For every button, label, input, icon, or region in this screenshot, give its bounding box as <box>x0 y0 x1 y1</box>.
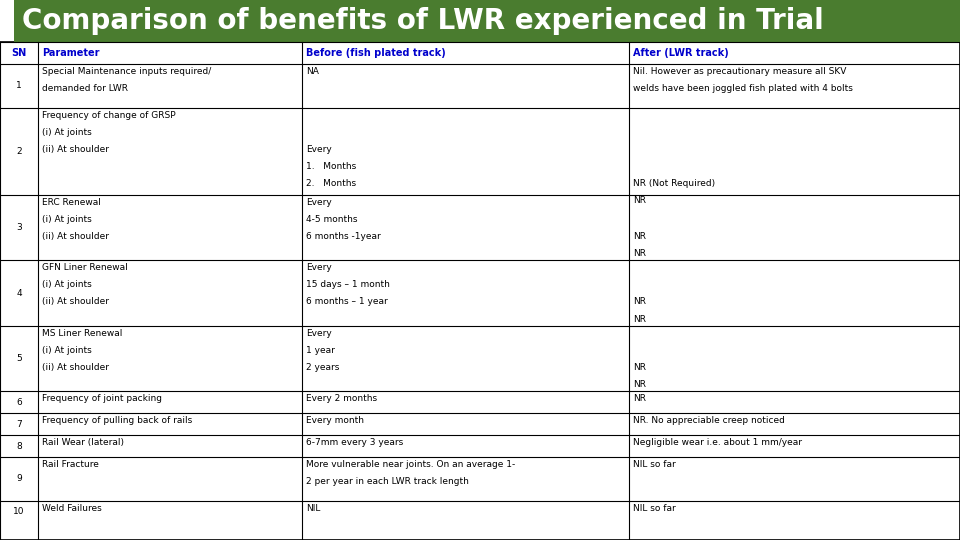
Text: Frequency of pulling back of rails: Frequency of pulling back of rails <box>42 416 193 426</box>
Text: 9: 9 <box>16 474 22 483</box>
Text: 4-5 months: 4-5 months <box>306 215 358 224</box>
Text: Every: Every <box>306 198 332 207</box>
Text: (i) At joints: (i) At joints <box>42 346 92 355</box>
Text: Parameter: Parameter <box>42 48 100 58</box>
Text: MS Liner Renewal: MS Liner Renewal <box>42 329 123 338</box>
Text: 2 years: 2 years <box>306 363 340 372</box>
Text: 2 per year in each LWR track length: 2 per year in each LWR track length <box>306 477 469 486</box>
Text: 6-7mm every 3 years: 6-7mm every 3 years <box>306 438 403 447</box>
Text: Special Maintenance inputs required/: Special Maintenance inputs required/ <box>42 67 211 76</box>
Text: demanded for LWR: demanded for LWR <box>42 84 129 93</box>
Text: Rail Wear (lateral): Rail Wear (lateral) <box>42 438 125 447</box>
Bar <box>14 0 960 42</box>
Text: NR: NR <box>633 395 646 403</box>
Text: NR (Not Required): NR (Not Required) <box>633 179 715 188</box>
Text: (ii) At shoulder: (ii) At shoulder <box>42 232 109 241</box>
Text: Negligible wear i.e. about 1 mm/year: Negligible wear i.e. about 1 mm/year <box>633 438 802 447</box>
Text: NIL so far: NIL so far <box>633 504 676 512</box>
Text: (i) At joints: (i) At joints <box>42 280 92 289</box>
Text: NA: NA <box>306 67 320 76</box>
Text: 1.   Months: 1. Months <box>306 161 357 171</box>
Text: NR: NR <box>633 314 646 323</box>
Text: NR: NR <box>633 195 646 205</box>
Text: NIL so far: NIL so far <box>633 460 676 469</box>
Text: NR: NR <box>633 298 646 307</box>
Text: 6: 6 <box>16 398 22 407</box>
Text: 2.   Months: 2. Months <box>306 179 356 188</box>
Text: 6 months -1year: 6 months -1year <box>306 232 381 241</box>
Text: Frequency of change of GRSP: Frequency of change of GRSP <box>42 111 176 119</box>
Text: 7: 7 <box>16 420 22 429</box>
Text: 6 months – 1 year: 6 months – 1 year <box>306 298 388 307</box>
Text: Comparison of benefits of LWR experienced in Trial: Comparison of benefits of LWR experience… <box>22 7 824 35</box>
Text: NR: NR <box>633 380 646 389</box>
Text: 1: 1 <box>16 81 22 90</box>
Text: 5: 5 <box>16 354 22 363</box>
Text: GFN Liner Renewal: GFN Liner Renewal <box>42 264 128 272</box>
Text: (i) At joints: (i) At joints <box>42 215 92 224</box>
Text: NR: NR <box>633 363 646 372</box>
Text: Every: Every <box>306 329 332 338</box>
Text: NIL: NIL <box>306 504 321 512</box>
Text: Every: Every <box>306 145 332 153</box>
Text: 2: 2 <box>16 147 22 156</box>
Text: Frequency of joint packing: Frequency of joint packing <box>42 395 162 403</box>
Text: (ii) At shoulder: (ii) At shoulder <box>42 363 109 372</box>
Text: (i) At joints: (i) At joints <box>42 127 92 137</box>
Text: Before (fish plated track): Before (fish plated track) <box>306 48 446 58</box>
Text: Every 2 months: Every 2 months <box>306 395 377 403</box>
Text: Every: Every <box>306 264 332 272</box>
Text: NR: NR <box>633 249 646 258</box>
Text: 10: 10 <box>13 507 25 516</box>
Text: 3: 3 <box>16 223 22 232</box>
Text: welds have been joggled fish plated with 4 bolts: welds have been joggled fish plated with… <box>633 84 852 93</box>
Text: More vulnerable near joints. On an average 1-: More vulnerable near joints. On an avera… <box>306 460 516 469</box>
Text: ERC Renewal: ERC Renewal <box>42 198 101 207</box>
Text: (ii) At shoulder: (ii) At shoulder <box>42 298 109 307</box>
Text: 1 year: 1 year <box>306 346 335 355</box>
Text: NR: NR <box>633 232 646 241</box>
Text: (ii) At shoulder: (ii) At shoulder <box>42 145 109 153</box>
Text: Nil. However as precautionary measure all SKV: Nil. However as precautionary measure al… <box>633 67 846 76</box>
Text: 4: 4 <box>16 289 22 298</box>
Text: NR. No appreciable creep noticed: NR. No appreciable creep noticed <box>633 416 784 426</box>
Text: 15 days – 1 month: 15 days – 1 month <box>306 280 391 289</box>
Text: After (LWR track): After (LWR track) <box>633 48 729 58</box>
Text: Weld Failures: Weld Failures <box>42 504 102 512</box>
Text: Rail Fracture: Rail Fracture <box>42 460 99 469</box>
Text: SN: SN <box>12 48 27 58</box>
Text: 8: 8 <box>16 442 22 450</box>
Text: Every month: Every month <box>306 416 365 426</box>
